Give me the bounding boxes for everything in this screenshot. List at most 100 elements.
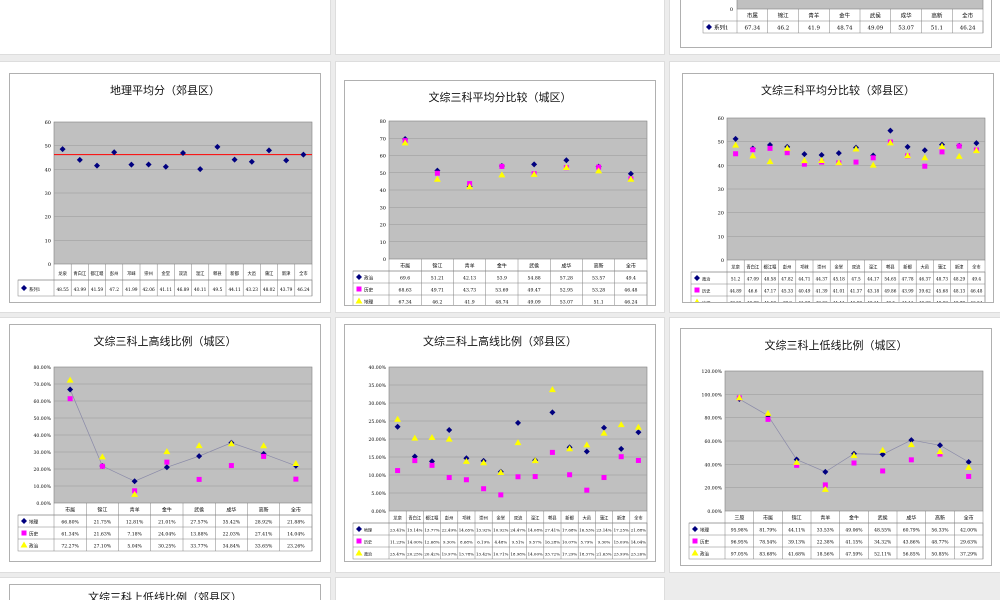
data-label: 48.02 (936, 300, 948, 302)
data-label: 44.11 (902, 300, 914, 302)
data-point (794, 462, 800, 468)
data-label: 42.06 (816, 300, 828, 302)
data-point (793, 458, 801, 465)
data-label: 69.6 (400, 275, 410, 281)
x-tick-label: 新都 (230, 270, 239, 277)
data-label: 35.42% (223, 519, 241, 525)
data-point (412, 458, 418, 464)
x-tick-label: 市属 (763, 514, 773, 521)
y-tick-label: 40.00% (704, 462, 722, 468)
data-label: 46.24 (970, 300, 982, 302)
data-point (498, 171, 506, 178)
data-label: 48.55 (730, 300, 742, 302)
legend-key (691, 549, 699, 556)
data-point (248, 158, 255, 165)
data-label: 17.29% (562, 551, 577, 556)
data-label: 81.79% (759, 527, 777, 533)
x-tick-label: 金牛 (162, 506, 172, 513)
data-label: 56.85% (903, 551, 921, 557)
y-tick-label: 80 (380, 119, 386, 125)
data-point (584, 487, 590, 493)
x-tick-label: 金堂 (162, 270, 171, 277)
data-label: 29.63% (960, 539, 978, 545)
data-label: 9.30% (443, 539, 456, 544)
x-tick-label: 青白江 (73, 270, 87, 277)
y-tick-label: 20 (380, 223, 386, 229)
legend-label: 政治 (702, 275, 710, 282)
x-tick-label: 新都 (565, 514, 574, 521)
x-tick-label: 青羊 (465, 262, 475, 269)
data-label: 14.04% (287, 531, 305, 537)
y-tick-label: 60.00% (33, 399, 51, 405)
data-point (548, 386, 556, 393)
data-point (531, 457, 539, 464)
data-point (94, 162, 100, 169)
legend-label: 政治 (364, 550, 372, 556)
plot-area (736, 0, 984, 10)
data-label: 50.85% (931, 551, 949, 557)
x-tick-label: 武侯 (529, 262, 539, 269)
data-label: 72.27% (61, 543, 79, 549)
data-point (164, 459, 170, 465)
legend-label: 地理 (364, 526, 372, 532)
data-point (131, 490, 139, 497)
data-point (822, 468, 829, 475)
data-label: 44.11 (228, 288, 241, 293)
data-point (231, 156, 238, 163)
x-tick-label: 金堂 (835, 263, 844, 270)
legend-key (356, 526, 362, 532)
legend-key (692, 538, 698, 544)
x-tick-label: 崇州 (479, 515, 488, 521)
data-label: 33.53% (817, 527, 835, 533)
data-point (66, 376, 74, 383)
data-label: 22.49% (442, 527, 457, 532)
chart-title: 文综三科上高线比例（城区） (93, 335, 237, 348)
data-label: 13.78% (459, 551, 474, 556)
data-label: 41.99 (798, 300, 810, 302)
data-label: 4.48% (494, 539, 507, 544)
data-label: 13.92% (476, 527, 491, 532)
data-label: 41.9 (808, 25, 821, 31)
data-label: 23.14% (596, 527, 611, 532)
x-tick-label: 锦江 (792, 514, 802, 521)
data-label: 49.09 (528, 299, 541, 305)
data-label: 41.99 (125, 288, 138, 293)
data-point (939, 149, 945, 155)
x-tick-label: 成华 (901, 11, 913, 19)
data-label: 20.25% (407, 551, 422, 556)
data-label: 49.71 (431, 287, 444, 293)
data-label: 15.09% (614, 539, 629, 544)
x-tick-label: 金牛 (839, 11, 851, 19)
y-tick-label: 50 (45, 144, 51, 150)
data-point (197, 166, 204, 173)
data-label: 61.34% (61, 531, 79, 537)
data-label: 47.17 (764, 288, 776, 293)
data-label: 46.2 (432, 299, 442, 305)
data-point (908, 457, 914, 463)
data-point (394, 415, 402, 422)
data-point (600, 429, 608, 436)
data-point (180, 150, 186, 157)
data-point (851, 460, 857, 466)
y-tick-label: 0.00% (707, 509, 722, 515)
data-label: 96.95% (731, 539, 749, 545)
x-tick-label: 全市 (299, 270, 308, 277)
legend-key (20, 541, 28, 548)
data-label: 40.11 (194, 288, 207, 293)
data-point (749, 152, 757, 159)
data-label: 45.18 (833, 276, 845, 281)
data-point (880, 468, 886, 474)
x-tick-label: 彭州 (783, 263, 792, 270)
data-point (411, 453, 418, 460)
data-label: 41.9 (465, 299, 475, 305)
data-point (634, 423, 642, 430)
x-tick-label: 青羊 (820, 514, 830, 521)
data-point (853, 159, 859, 165)
data-point (821, 485, 829, 492)
panel-geo-suburb: 地理平均分（郊县区） 0 10 20 30 40 50 60 龙泉 青白江 都江堰 彭州 邛崃 崇州 金堂… (0, 62, 330, 312)
chart-title: 文综三科平均分比较（城区） (428, 91, 572, 104)
data-label: 17.68% (562, 527, 577, 532)
data-label: 54.65 (884, 276, 896, 281)
data-label: 57.28 (560, 275, 573, 281)
